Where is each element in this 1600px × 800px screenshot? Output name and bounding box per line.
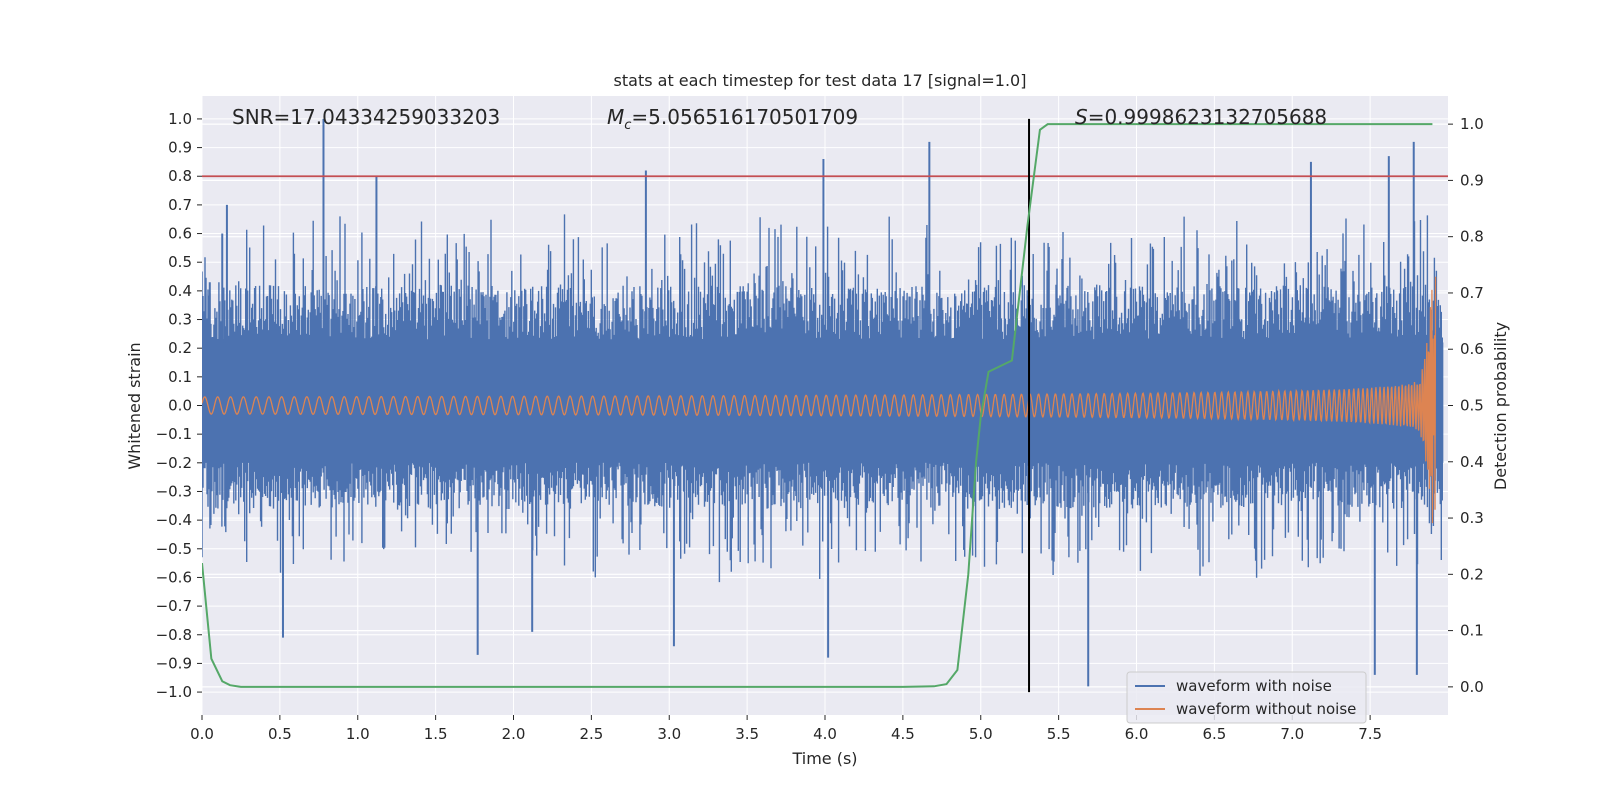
x-tick-label: 6.5 [1202,725,1226,743]
mc-annotation: Mc=5.056516170501709 [607,105,858,133]
x-tick-label: 7.0 [1280,725,1304,743]
y-tick-label: −0.5 [156,540,192,558]
y-tick-label: 0.3 [168,311,192,329]
legend-label-noise: waveform with noise [1176,677,1332,695]
y-tick-label: −0.3 [156,482,192,500]
y-axis: −1.0 −0.9 −0.8 −0.7 −0.6 −0.5 −0.4 −0.3 −0.2 −0.1… [156,110,202,701]
y-tick-label: −0.2 [156,454,192,472]
y-tick-label: −0.9 [156,654,192,672]
x-tick-label: 5.0 [969,725,993,743]
y-tick-label: 0.4 [168,282,192,300]
y2-axis: 0.0 0.1 0.2 0.3 0.4 0.5 0.6 0.7 0.8 0.9 1.0 [1448,115,1484,696]
y-tick-label: −0.6 [156,568,192,586]
y-tick-label: 0.5 [168,253,192,271]
y2-tick-label: 0.5 [1460,397,1484,415]
probability-curve [202,123,1433,688]
x-axis: 0.0 0.5 1.0 1.5 2.0 2.5 3.0 3.5 4.0 4.5 5.0 5.5 6.0 6… [190,715,1382,743]
mc-subscript: c [624,118,631,133]
y2-tick-label: 0.8 [1460,228,1484,246]
s-annotation: S=0.9998623132705688 [1075,105,1327,129]
x-tick-label: 4.0 [813,725,837,743]
y-tick-label: 0.2 [168,339,192,357]
x-axis-label: Time (s) [791,749,857,768]
y-tick-label: 0.7 [168,196,192,214]
y-tick-label: 0.9 [168,139,192,157]
chart-title: stats at each timestep for test data 17 … [614,71,1027,90]
legend-box [1126,671,1367,724]
mc-value: =5.056516170501709 [631,105,858,129]
legend: waveform with noise waveform without noi… [1126,671,1367,724]
y2-tick-label: 1.0 [1460,115,1484,133]
y-tick-label: −0.7 [156,597,192,615]
x-tick-label: 1.5 [424,725,448,743]
y-tick-label: −1.0 [156,683,192,701]
x-tick-label: 2.0 [502,725,526,743]
x-tick-label: 0.0 [190,725,214,743]
x-tick-label: 7.5 [1358,725,1382,743]
x-tick-label: 1.0 [346,725,370,743]
x-tick-label: 5.5 [1047,725,1071,743]
y-axis-label: Whitened strain [125,342,144,469]
x-tick-label: 0.5 [268,725,292,743]
x-tick-label: 3.0 [657,725,681,743]
y2-axis-label: Detection probability [1491,322,1510,490]
s-symbol: S [1075,105,1088,129]
y2-tick-label: 0.6 [1460,340,1484,358]
y2-tick-label: 0.2 [1460,565,1484,583]
y2-tick-label: 0.7 [1460,284,1484,302]
y-tick-label: −0.4 [156,511,192,529]
y2-tick-label: 0.9 [1460,171,1484,189]
y-tick-label: −0.1 [156,425,192,443]
x-tick-label: 6.0 [1125,725,1149,743]
y2-tick-label: 0.0 [1460,678,1484,696]
mc-symbol: M [607,105,624,129]
y2-tick-label: 0.3 [1460,509,1484,527]
y2-tick-label: 0.4 [1460,453,1484,471]
x-tick-label: 3.5 [735,725,759,743]
x-tick-label: 2.5 [579,725,603,743]
legend-label-clean: waveform without noise [1176,700,1356,718]
y-tick-label: 0.6 [168,225,192,243]
y2-tick-label: 0.1 [1460,622,1484,640]
snr-annotation: SNR=17.04334259033203 [232,105,500,129]
y-tick-label: 1.0 [168,110,192,128]
probability-series-group [202,123,1433,688]
y-tick-label: 0.1 [168,368,192,386]
x-tick-label: 4.5 [891,725,915,743]
y-tick-label: −0.8 [156,626,192,644]
y-tick-label: 0.8 [168,167,192,185]
chirp-series [202,276,1437,524]
y-tick-label: 0.0 [168,397,192,415]
s-value: =0.9998623132705688 [1088,105,1327,129]
chirp-waveform [202,276,1437,524]
